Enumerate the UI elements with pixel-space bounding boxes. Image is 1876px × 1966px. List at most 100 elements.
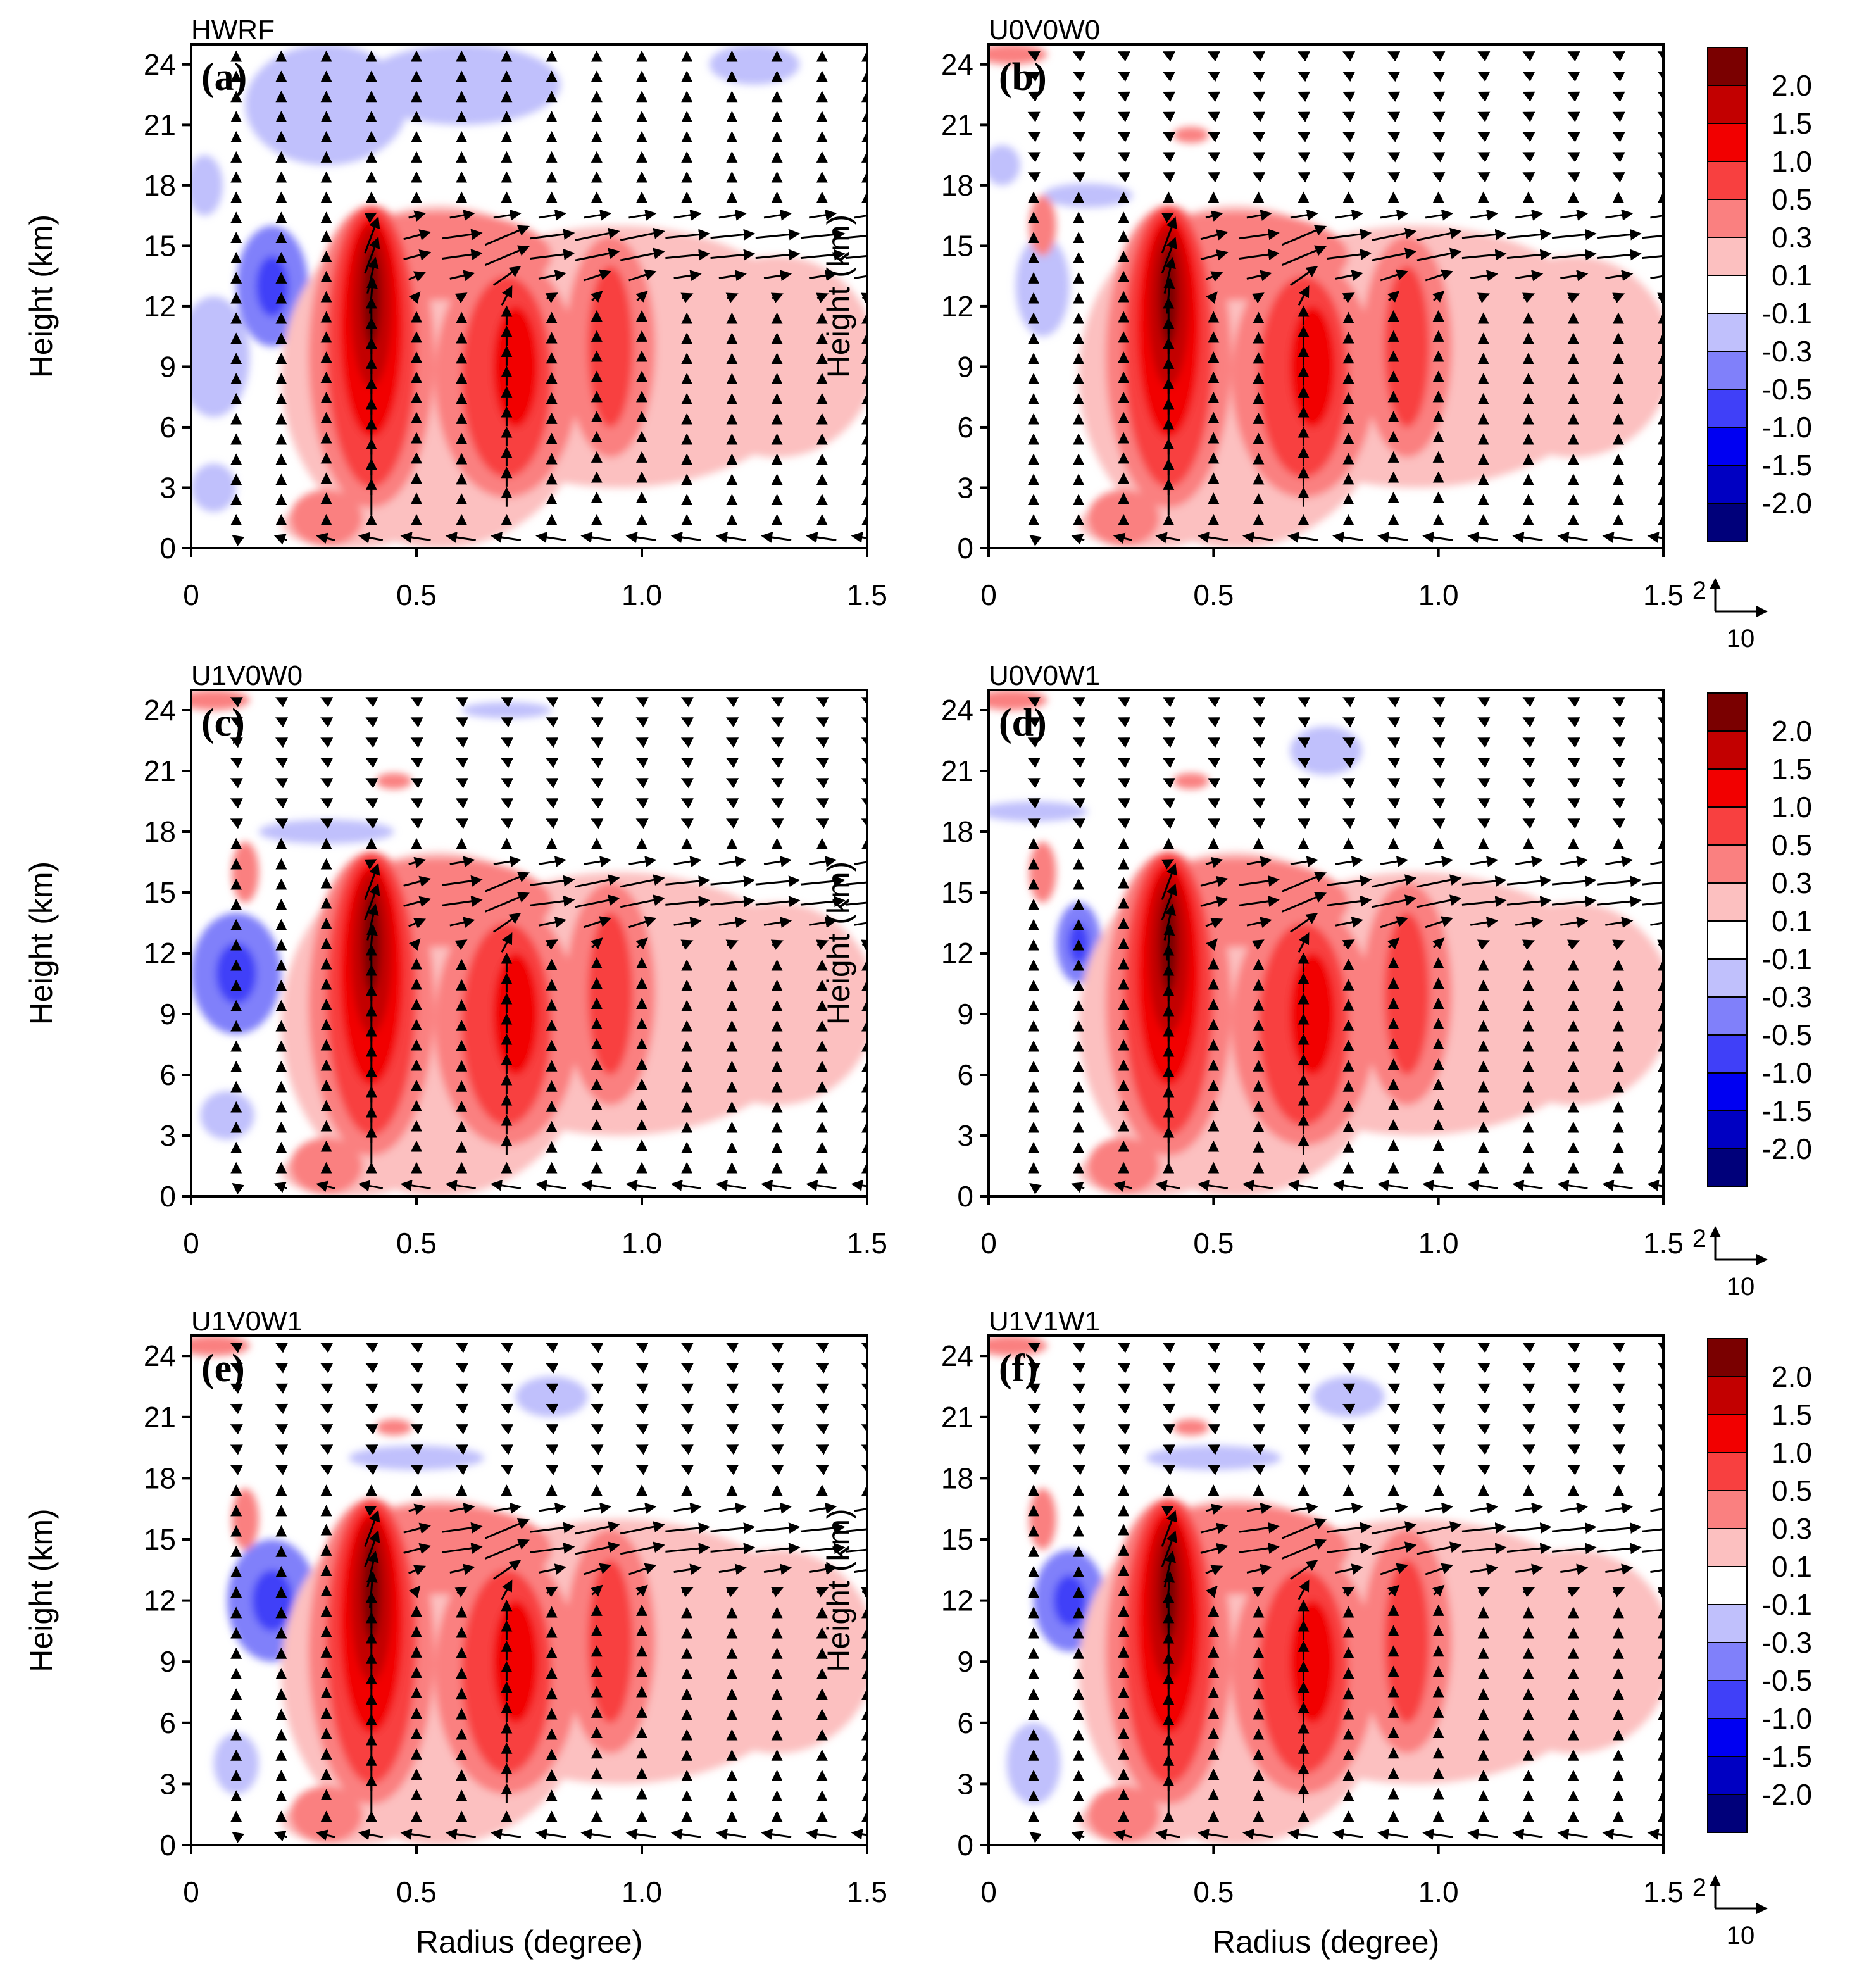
negative-contour	[461, 702, 552, 718]
x-tick-label: 0.5	[396, 579, 437, 611]
colorbar-label: -0.1	[1762, 1588, 1812, 1621]
wind-vector	[1298, 51, 1311, 62]
panel-label: (f)	[999, 1347, 1038, 1390]
x-tick-label: 1.5	[847, 1875, 887, 1908]
wind-vector	[1477, 152, 1491, 163]
wind-vector	[530, 249, 575, 260]
wind-vector	[410, 778, 423, 789]
x-tick-label: 1.0	[622, 1875, 662, 1908]
colorbar-label: -1.5	[1762, 1740, 1812, 1773]
x-tick-label: 0	[980, 579, 997, 611]
wind-vector	[1657, 152, 1663, 163]
wind-vector	[364, 237, 380, 274]
wind-vector	[1163, 903, 1176, 941]
wind-vector	[1162, 132, 1175, 142]
shading-field	[191, 690, 867, 1196]
wind-vector	[1246, 210, 1272, 221]
wind-vector	[591, 937, 603, 949]
wind-vectors	[230, 697, 867, 1194]
wind-vector	[628, 269, 657, 282]
wind-vector	[1327, 895, 1372, 907]
wind-vector	[484, 872, 530, 892]
wind-vector	[771, 758, 784, 768]
wind-vector	[365, 758, 378, 768]
wind-vector	[1252, 717, 1266, 728]
wind-vector	[854, 215, 867, 219]
wind-vector	[500, 798, 514, 809]
wind-vector	[851, 1179, 867, 1191]
wind-vector	[1522, 152, 1535, 163]
wind-vector	[501, 932, 513, 953]
wind-vector	[1207, 111, 1221, 122]
shading-field	[191, 44, 867, 548]
wind-vector	[455, 737, 468, 748]
wind-vector	[1612, 51, 1625, 62]
colorbar-segment	[1707, 1604, 1748, 1643]
wind-vector	[680, 798, 694, 809]
wind-vector	[365, 737, 378, 748]
shading-field	[989, 44, 1663, 548]
wind-vector	[275, 758, 289, 768]
wind-vector	[1072, 798, 1085, 809]
y-tick-label: 24	[941, 694, 973, 727]
wind-vector	[771, 697, 784, 708]
wind-vector	[575, 247, 620, 261]
wind-vector	[366, 924, 378, 961]
wind-vector	[1342, 91, 1356, 102]
wind-vector	[1029, 1182, 1042, 1194]
wind-vector	[1027, 71, 1041, 82]
wind-vector	[1197, 1179, 1229, 1191]
wind-vector	[445, 532, 476, 543]
negative-contour	[213, 1732, 259, 1794]
colorbar-segment	[1707, 1794, 1748, 1833]
wind-vector	[1117, 132, 1130, 142]
wind-vector	[1072, 91, 1085, 102]
reference-vector-horizontal-label: 10	[1727, 1922, 1755, 1950]
wind-vector	[846, 234, 867, 239]
y-axis-label: Height (km)	[821, 861, 856, 1025]
wind-vector	[1470, 270, 1499, 282]
wind-vector	[1207, 71, 1221, 82]
colorbar-label: 0.3	[1772, 867, 1812, 899]
wind-vector	[770, 292, 784, 303]
wind-vector	[410, 798, 423, 809]
wind-vector	[861, 758, 867, 768]
panel-title: U0V0W0	[989, 15, 1100, 46]
wind-vector	[1162, 111, 1175, 122]
wind-vector	[410, 758, 423, 768]
wind-vector	[320, 737, 334, 748]
wind-vector	[1282, 872, 1327, 892]
wind-vector	[538, 270, 567, 281]
wind-vector	[1342, 818, 1356, 829]
colorbar-segment	[1707, 465, 1748, 504]
wind-vector	[718, 917, 747, 928]
x-tick-label: 1.0	[1418, 1227, 1459, 1260]
negative-contour-core	[216, 943, 257, 1004]
wind-vector	[584, 209, 612, 221]
wind-vector	[846, 254, 867, 260]
wind-vector	[1113, 532, 1133, 544]
wind-vector	[725, 778, 739, 789]
x-tick-label: 0	[183, 1227, 199, 1260]
wind-vector	[809, 270, 837, 282]
panel-label: (b)	[999, 56, 1047, 99]
wind-vector	[1163, 924, 1175, 961]
wind-vector	[1252, 818, 1266, 829]
wind-vector	[1162, 737, 1175, 748]
y-tick-label: 3	[159, 1767, 176, 1800]
wind-vector	[1252, 798, 1266, 809]
y-tick-label: 3	[159, 471, 176, 504]
colorbar-label: 1.0	[1772, 1436, 1812, 1469]
wind-vector	[680, 697, 694, 708]
plot-frame	[190, 689, 868, 1198]
wind-vector	[1207, 51, 1221, 62]
wind-vector	[591, 798, 604, 809]
wind-vector	[591, 737, 604, 748]
wind-vector	[1387, 51, 1401, 62]
colorbar-label: -1.5	[1762, 1094, 1812, 1127]
colorbar-segment	[1707, 351, 1748, 390]
wind-vector	[1657, 172, 1663, 183]
wind-vector	[1162, 798, 1175, 809]
colorbar-label: 1.0	[1772, 791, 1812, 823]
wind-vector	[761, 532, 792, 543]
